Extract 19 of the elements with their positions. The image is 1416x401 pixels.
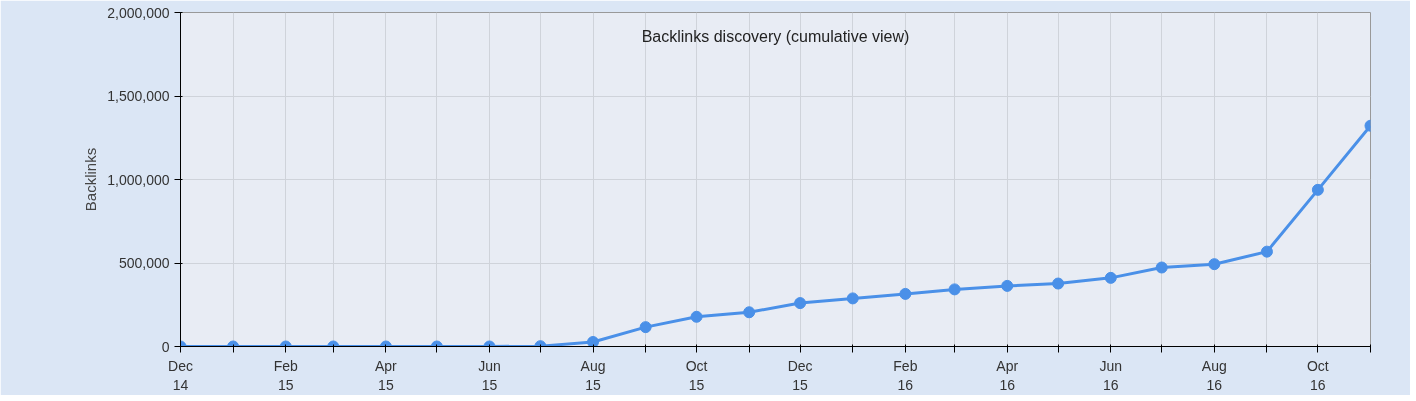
y-tick-label: 500,000 (118, 255, 170, 271)
x-tick-label: Jun 15 (478, 357, 501, 393)
y-tick-label: 2,000,000 (107, 4, 170, 21)
x-tick-label: Dec 15 (787, 357, 813, 393)
y-tick-label: 1,000,000 (107, 171, 170, 188)
x-tick-label: Feb 16 (893, 357, 918, 393)
y-axis-title: Backlinks (82, 147, 100, 212)
y-tick-label: 1,500,000 (107, 88, 170, 104)
text: Backlinks discovery (cumulative view) (641, 27, 910, 45)
x-tick-label: Oct 15 (685, 357, 708, 393)
x-tick-label: Dec 14 (168, 357, 193, 393)
x-tick-label: Jun 16 (1099, 357, 1123, 393)
y-tick-label: 0 (161, 338, 170, 355)
x-tick-label: Oct 16 (1306, 357, 1329, 393)
x-tick-label: Apr 16 (996, 357, 1019, 393)
x-tick-label: Apr 15 (375, 357, 398, 393)
x-tick-label: Aug 15 (580, 357, 606, 393)
x-tick-label: Aug 16 (1201, 357, 1227, 393)
x-tick-label: Feb 15 (273, 357, 299, 393)
